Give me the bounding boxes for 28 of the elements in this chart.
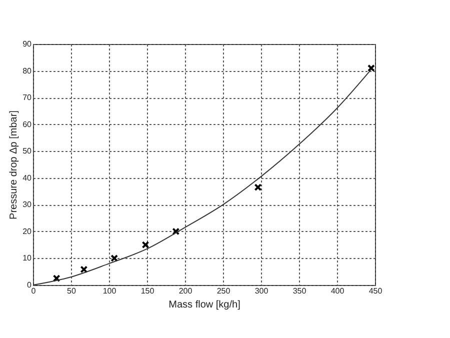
point: [254, 184, 262, 191]
point: [52, 274, 60, 282]
point: [110, 254, 118, 262]
point: [142, 241, 150, 249]
y-tick-label: 10: [22, 254, 32, 263]
point: [172, 228, 180, 236]
y-tick-label: 50: [22, 146, 32, 156]
y-axis-title: Pressure drop Δp [mbar]: [8, 110, 20, 220]
x-tick-label: 150: [140, 286, 155, 296]
x-tick-label: 250: [216, 286, 231, 296]
y-tick-label: 30: [22, 200, 32, 210]
point: [80, 266, 88, 274]
x-tick-label: 100: [102, 286, 117, 296]
x-axis-title: Mass flow [kg/h]: [168, 300, 241, 310]
y-tick-label: 20: [22, 226, 32, 236]
x-tick-label: 450: [368, 286, 383, 296]
y-tick-label: 60: [22, 120, 32, 129]
y-tick-label: 90: [22, 40, 32, 48]
y-tick-label: 0: [27, 280, 32, 290]
x-tick-label: 350: [292, 286, 307, 296]
x-tick-label: 200: [178, 286, 193, 296]
x-tick-label: 300: [254, 286, 269, 296]
y-tick-label: 80: [22, 66, 32, 76]
x-tick-label: 50: [67, 286, 76, 296]
y-tick-label: 70: [22, 93, 32, 102]
y-tick-label: 40: [22, 173, 32, 182]
point: [367, 64, 375, 72]
x-tick-label: 400: [330, 286, 345, 296]
